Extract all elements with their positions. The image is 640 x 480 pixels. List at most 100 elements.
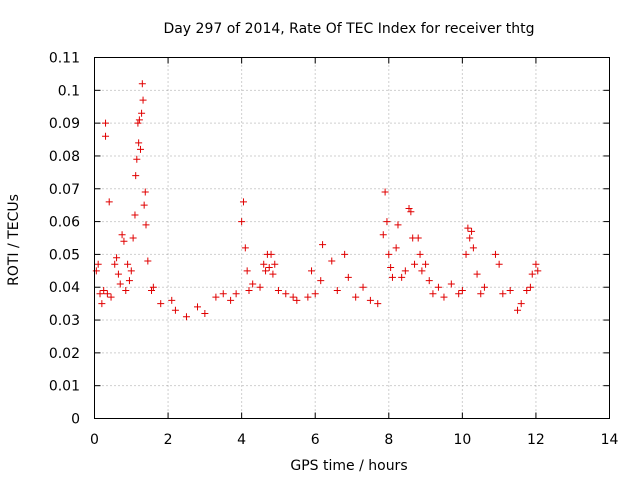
data-point <box>455 290 463 298</box>
data-point <box>528 270 536 278</box>
data-point <box>201 309 209 317</box>
data-point <box>134 119 142 127</box>
data-point <box>418 267 426 275</box>
data-point <box>111 260 119 268</box>
data-point <box>182 313 190 321</box>
data-point <box>344 273 352 281</box>
y-tick-label: 0.05 <box>49 247 80 263</box>
data-point <box>232 290 240 298</box>
x-tick-label: 6 <box>311 432 320 448</box>
data-point <box>267 250 275 258</box>
y-tick-label: 0.09 <box>49 116 80 132</box>
data-point <box>398 273 406 281</box>
data-point <box>317 277 325 285</box>
data-point <box>132 172 140 180</box>
data-point <box>392 244 400 252</box>
data-point <box>144 257 152 265</box>
y-tick-labels: 0 0.01 0.02 0.03 0.04 0.05 0.06 0.07 0.08 0.09 0.1… <box>49 51 80 428</box>
data-point <box>212 293 220 301</box>
data-point <box>265 264 273 272</box>
data-point <box>249 280 257 288</box>
data-point <box>394 221 402 229</box>
data-point <box>458 287 466 295</box>
plot-frame <box>94 57 610 419</box>
y-tick-label: 0.1 <box>58 83 80 99</box>
data-point <box>238 218 246 226</box>
data-point <box>434 283 442 291</box>
data-point <box>532 260 540 268</box>
x-tick-label: 14 <box>601 432 619 448</box>
data-point <box>194 303 201 311</box>
data-point <box>414 234 422 242</box>
data-point <box>245 287 253 295</box>
data-point <box>149 283 157 291</box>
data-point <box>116 280 124 288</box>
y-tick-label: 0.08 <box>49 149 80 165</box>
x-tick-label: 8 <box>384 432 393 448</box>
x-axis-label: GPS time / hours <box>290 458 407 474</box>
data-point <box>243 267 251 275</box>
data-point <box>262 267 270 275</box>
y-tick-label: 0.06 <box>49 215 80 231</box>
x-tick-label: 12 <box>527 432 545 448</box>
data-point <box>138 80 146 88</box>
data-point <box>157 300 165 308</box>
data-point <box>387 264 395 272</box>
data-point <box>282 290 290 298</box>
data-point <box>468 227 476 235</box>
data-point <box>473 270 481 278</box>
data-point <box>341 250 349 258</box>
data-point <box>168 296 176 304</box>
data-point <box>94 260 102 268</box>
data-point <box>407 208 415 216</box>
data-point <box>120 237 128 245</box>
data-point <box>98 300 106 308</box>
data-point <box>506 287 514 295</box>
data-point <box>114 270 122 278</box>
data-point <box>514 306 522 314</box>
data-point <box>308 267 316 275</box>
data-point <box>411 260 419 268</box>
data-point <box>440 293 448 301</box>
data-point <box>491 250 499 258</box>
data-point <box>136 145 144 153</box>
data-point <box>124 260 132 268</box>
data-point <box>113 254 121 262</box>
data-point <box>171 306 179 314</box>
chart-title: Day 297 of 2014, Rate Of TEC Index for r… <box>163 21 534 37</box>
data-point <box>103 290 111 298</box>
data-point <box>100 287 108 295</box>
data-point <box>477 290 485 298</box>
y-tick-label: 0.02 <box>49 346 80 362</box>
data-point <box>388 273 396 281</box>
data-point <box>401 267 409 275</box>
data-point <box>328 257 336 265</box>
data-point <box>102 132 110 140</box>
data-point <box>447 280 455 288</box>
data-point <box>416 250 424 258</box>
data-point <box>138 109 146 117</box>
x-tick-labels: 0 2 4 6 8 10 12 14 <box>90 432 618 448</box>
data-point <box>374 300 382 308</box>
x-tick-label: 0 <box>90 432 99 448</box>
data-point <box>118 231 126 239</box>
data-point <box>256 283 264 291</box>
data-point <box>517 300 525 308</box>
data-point <box>293 296 301 304</box>
data-point <box>274 287 282 295</box>
y-axis-label: ROTI / TECUs <box>6 194 22 286</box>
data-point <box>133 155 141 163</box>
data-point <box>359 283 367 291</box>
data-point <box>271 260 279 268</box>
data-point <box>422 260 430 268</box>
data-point <box>379 231 387 239</box>
data-point <box>383 218 391 226</box>
axis-ticks <box>94 57 610 419</box>
data-point <box>140 201 148 209</box>
y-tick-label: 0.01 <box>49 379 80 395</box>
data-point <box>495 260 503 268</box>
data-point <box>466 234 474 242</box>
data-point <box>135 116 143 124</box>
